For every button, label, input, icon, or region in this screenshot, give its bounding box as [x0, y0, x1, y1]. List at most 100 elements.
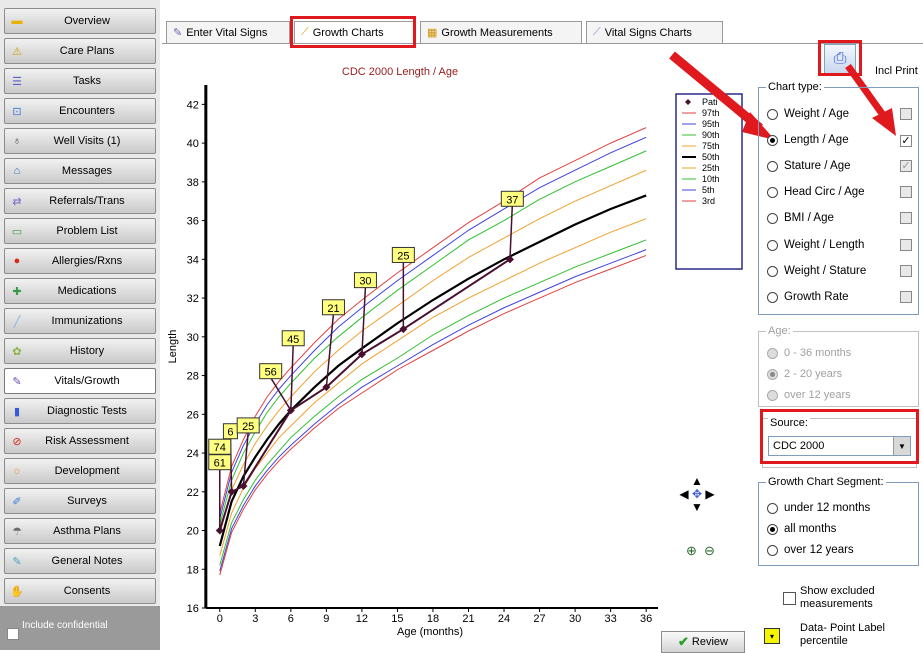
pan-down-icon[interactable]: ▼ — [691, 500, 703, 514]
radio-bmi-age[interactable]: BMI / Age — [767, 210, 834, 226]
tab-vital-signs-charts[interactable]: ⟋ Vital Signs Charts — [586, 21, 723, 43]
radio-button[interactable] — [767, 523, 778, 535]
print-checkbox-bmi-age[interactable] — [900, 212, 912, 224]
radio-age-over-12-years[interactable]: over 12 years — [767, 387, 851, 403]
sidebar-item-label: General Notes — [51, 555, 123, 567]
radio-growth-rate[interactable]: Growth Rate — [767, 289, 849, 305]
source-legend: Source: — [768, 417, 810, 429]
radio-segment-under-12-months[interactable]: under 12 months — [767, 500, 870, 516]
sidebar-item-allergies-rxns[interactable]: ● Allergies/Rxns — [4, 248, 156, 274]
chevron-down-icon[interactable]: ▼ — [893, 437, 910, 455]
sidebar-item-encounters[interactable]: ⊡ Encounters — [4, 98, 156, 124]
radio-button[interactable] — [767, 502, 778, 514]
sidebar-item-general-notes[interactable]: ✎ General Notes — [4, 548, 156, 574]
sidebar-item-immunizations[interactable]: ╱ Immunizations — [4, 308, 156, 334]
print-checkbox-length-age[interactable]: ✓ — [900, 135, 912, 147]
sidebar-item-risk-assessment[interactable]: ⊘ Risk Assessment — [4, 428, 156, 454]
print-checkbox-weight-stature[interactable] — [900, 265, 912, 277]
radio-button[interactable] — [767, 544, 778, 556]
print-checkbox-stature-age[interactable]: ✓ — [900, 160, 912, 172]
sidebar-item-well-visits-1[interactable]: ♁ Well Visits (1) — [4, 128, 156, 154]
include-confidential-checkbox[interactable] — [7, 628, 19, 640]
sidebar-item-medications[interactable]: ✚ Medications — [4, 278, 156, 304]
radio-button[interactable] — [767, 160, 778, 172]
radio-age-2-20-years[interactable]: 2 - 20 years — [767, 366, 842, 382]
label-connector — [361, 286, 367, 355]
pan-left-icon[interactable]: ◀ — [679, 487, 689, 501]
data-point-label-text: 37 — [506, 194, 518, 206]
radio-segment-all-months[interactable]: all months — [767, 521, 836, 537]
radio-weight-age[interactable]: Weight / Age — [767, 106, 849, 122]
zoom-in-icon[interactable]: ⊕ — [686, 543, 697, 558]
radio-button[interactable] — [767, 108, 778, 120]
radio-button[interactable] — [767, 368, 778, 380]
sidebar-item-label: Care Plans — [59, 45, 115, 57]
radio-button[interactable] — [767, 347, 778, 359]
data-point-label-box — [281, 330, 305, 347]
print-checkbox-weight-age[interactable] — [900, 108, 912, 120]
x-tick-label: 33 — [604, 613, 616, 625]
label-connector — [290, 344, 294, 411]
sidebar-item-asthma-plans[interactable]: ☂ Asthma Plans — [4, 518, 156, 544]
sidebar-item-vitals-growth[interactable]: ✎ Vitals/Growth — [4, 368, 156, 394]
tab-growth-measurements[interactable]: ▦ Growth Measurements — [420, 21, 582, 43]
radio-button[interactable] — [767, 389, 778, 401]
legend-item-label: 90th — [702, 130, 720, 140]
source-select[interactable]: CDC 2000 ▼ — [768, 436, 911, 456]
pan-arrows-icon[interactable]: ▲ ◀ ✥ ▶ ▼ — [677, 475, 717, 531]
data-point-label-box — [391, 246, 415, 263]
radio-button[interactable] — [767, 291, 778, 303]
x-axis-label: Age (months) — [397, 626, 463, 638]
sidebar-item-surveys[interactable]: ✐ Surveys — [4, 488, 156, 514]
radio-length-age[interactable]: Length / Age — [767, 132, 849, 148]
radio-weight-stature[interactable]: Weight / Stature — [767, 263, 866, 279]
radio-head-circ-age[interactable]: Head Circ / Age — [767, 184, 865, 200]
consents-icon: ✋ — [10, 585, 24, 598]
radio-stature-age[interactable]: Stature / Age — [767, 158, 851, 174]
radio-segment-over-12-years[interactable]: over 12 years — [767, 542, 854, 558]
patient-point — [357, 350, 366, 359]
sidebar-item-referrals-trans[interactable]: ⇄ Referrals/Trans — [4, 188, 156, 214]
tab-growth-charts[interactable]: ⟋ Growth Charts — [294, 21, 414, 43]
annotation-arrow — [669, 51, 763, 132]
radio-label: Stature / Age — [784, 160, 851, 172]
data-point-label: 30 — [353, 272, 377, 289]
history-icon: ✿ — [12, 345, 22, 358]
data-point-label-text: 56 — [265, 367, 277, 379]
sidebar-item-label: Asthma Plans — [53, 525, 121, 537]
zoom-out-icon[interactable]: ⊖ — [704, 543, 715, 558]
print-checkbox-weight-length[interactable] — [900, 239, 912, 251]
patient-point — [505, 255, 514, 264]
sidebar-item-consents[interactable]: ✋ Consents — [4, 578, 156, 604]
sidebar-item-label: Medications — [57, 285, 117, 297]
radio-button[interactable] — [767, 239, 778, 251]
sidebar-item-messages[interactable]: ⌂ Messages — [4, 158, 156, 184]
sidebar-item-problem-list[interactable]: ▭ Problem List — [4, 218, 156, 244]
radio-button[interactable] — [767, 186, 778, 198]
radio-button[interactable] — [767, 265, 778, 277]
data-point-label-text: 6 — [227, 427, 233, 439]
sidebar-item-overview[interactable]: ▬ Overview — [4, 8, 156, 34]
sidebar-item-diagnostic-tests[interactable]: ▮ Diagnostic Tests — [4, 398, 156, 424]
x-tick-label: 36 — [640, 613, 652, 625]
radio-age-0-36-months[interactable]: 0 - 36 months — [767, 345, 851, 361]
show-excluded-checkbox[interactable] — [783, 592, 796, 605]
data-point-label-box — [208, 438, 232, 455]
pan-up-icon[interactable]: ▲ — [691, 474, 703, 488]
radio-button[interactable] — [767, 134, 778, 146]
radio-button[interactable] — [767, 212, 778, 224]
pan-right-icon[interactable]: ▶ — [705, 487, 715, 501]
sidebar-item-tasks[interactable]: ☰ Tasks — [4, 68, 156, 94]
pen-icon: ✎ — [12, 375, 22, 388]
radio-label: Weight / Length — [784, 239, 865, 251]
sidebar-item-development[interactable]: ☼ Development — [4, 458, 156, 484]
data-point-label-icon[interactable]: ▾ — [764, 628, 780, 644]
print-checkbox-head-circ-age[interactable] — [900, 186, 912, 198]
tab-enter-vital-signs[interactable]: ✎ Enter Vital Signs — [166, 21, 290, 43]
source-selected-value: CDC 2000 — [773, 440, 825, 452]
sidebar-item-history[interactable]: ✿ History — [4, 338, 156, 364]
print-checkbox-growth-rate[interactable] — [900, 291, 912, 303]
sidebar-item-care-plans[interactable]: ⚠ Care Plans — [4, 38, 156, 64]
center-icon[interactable]: ✥ — [691, 487, 703, 501]
radio-weight-length[interactable]: Weight / Length — [767, 237, 864, 253]
